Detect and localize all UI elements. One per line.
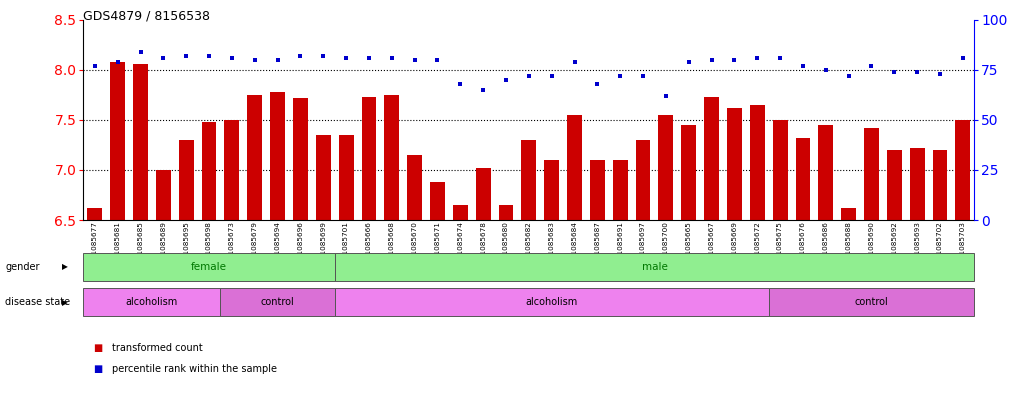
- Point: [132, 49, 148, 55]
- Point: [338, 55, 354, 61]
- Point: [886, 69, 902, 75]
- Text: control: control: [854, 297, 889, 307]
- Bar: [156, 170, 171, 220]
- Bar: [335, 253, 974, 281]
- Bar: [498, 205, 514, 220]
- Point: [110, 59, 126, 65]
- Bar: [955, 120, 970, 220]
- Point: [543, 73, 559, 79]
- Point: [498, 77, 515, 83]
- Bar: [590, 160, 605, 220]
- Bar: [87, 208, 103, 220]
- Point: [315, 53, 332, 59]
- Point: [453, 81, 469, 87]
- Bar: [293, 98, 308, 220]
- Point: [178, 53, 194, 59]
- Text: alcoholism: alcoholism: [526, 297, 578, 307]
- Bar: [430, 182, 444, 220]
- Bar: [384, 95, 400, 220]
- Point: [224, 55, 240, 61]
- Bar: [221, 288, 335, 316]
- Text: disease state: disease state: [5, 297, 70, 307]
- Bar: [453, 205, 468, 220]
- Bar: [704, 97, 719, 220]
- Bar: [887, 150, 902, 220]
- Point: [201, 53, 218, 59]
- Bar: [133, 64, 147, 220]
- Bar: [179, 140, 193, 220]
- Point: [840, 73, 856, 79]
- Point: [361, 55, 377, 61]
- Bar: [476, 168, 490, 220]
- Point: [566, 59, 583, 65]
- Bar: [773, 120, 787, 220]
- Bar: [658, 115, 673, 220]
- Point: [955, 55, 971, 61]
- Point: [932, 71, 948, 77]
- Text: female: female: [191, 262, 227, 272]
- Bar: [750, 105, 765, 220]
- Bar: [795, 138, 811, 220]
- Point: [429, 57, 445, 63]
- Point: [635, 73, 651, 79]
- Point: [726, 57, 742, 63]
- Point: [292, 53, 308, 59]
- Bar: [769, 288, 974, 316]
- Point: [795, 62, 812, 69]
- Text: percentile rank within the sample: percentile rank within the sample: [112, 364, 277, 375]
- Point: [156, 55, 172, 61]
- Text: male: male: [642, 262, 667, 272]
- Bar: [613, 160, 627, 220]
- Point: [772, 55, 788, 61]
- Point: [407, 57, 423, 63]
- Bar: [247, 95, 262, 220]
- Text: GDS4879 / 8156538: GDS4879 / 8156538: [83, 10, 211, 23]
- Text: gender: gender: [5, 262, 40, 272]
- Point: [521, 73, 537, 79]
- Point: [612, 73, 629, 79]
- Point: [475, 87, 491, 93]
- Bar: [225, 120, 239, 220]
- Text: ■: ■: [94, 364, 103, 375]
- Point: [863, 62, 880, 69]
- Point: [86, 62, 103, 69]
- Bar: [316, 135, 331, 220]
- Bar: [83, 253, 335, 281]
- Point: [658, 93, 674, 99]
- Point: [818, 67, 834, 73]
- Bar: [933, 150, 948, 220]
- Bar: [841, 208, 856, 220]
- Bar: [271, 92, 285, 220]
- Point: [589, 81, 605, 87]
- Point: [750, 55, 766, 61]
- Bar: [522, 140, 536, 220]
- Bar: [335, 288, 769, 316]
- Bar: [361, 97, 376, 220]
- Bar: [681, 125, 697, 220]
- Text: control: control: [260, 297, 295, 307]
- Bar: [201, 122, 217, 220]
- Bar: [339, 135, 354, 220]
- Point: [680, 59, 697, 65]
- Point: [383, 55, 400, 61]
- Text: transformed count: transformed count: [112, 343, 202, 353]
- Point: [246, 57, 262, 63]
- Point: [909, 69, 925, 75]
- Bar: [83, 288, 221, 316]
- Bar: [544, 160, 559, 220]
- Bar: [727, 108, 741, 220]
- Text: alcoholism: alcoholism: [126, 297, 178, 307]
- Text: ■: ■: [94, 343, 103, 353]
- Point: [704, 57, 720, 63]
- Bar: [567, 115, 582, 220]
- Bar: [110, 62, 125, 220]
- Bar: [864, 128, 879, 220]
- Bar: [910, 148, 924, 220]
- Bar: [819, 125, 833, 220]
- Bar: [636, 140, 651, 220]
- Text: ▶: ▶: [62, 263, 68, 271]
- Point: [270, 57, 286, 63]
- Bar: [407, 155, 422, 220]
- Text: ▶: ▶: [62, 298, 68, 307]
